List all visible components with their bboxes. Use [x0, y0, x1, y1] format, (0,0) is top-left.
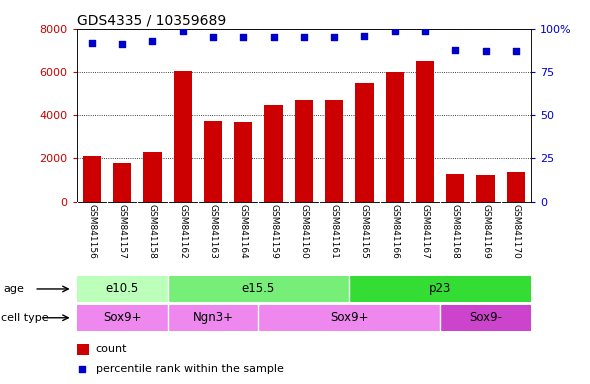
Text: GSM841156: GSM841156 [87, 204, 96, 258]
Point [360, 33, 369, 39]
Bar [77, 276, 168, 302]
Point [77, 366, 87, 372]
Text: GSM841157: GSM841157 [117, 204, 127, 258]
Point [238, 34, 248, 40]
Text: Sox9+: Sox9+ [103, 311, 142, 324]
Text: GSM841167: GSM841167 [421, 204, 430, 258]
Text: age: age [3, 284, 24, 294]
Point [178, 27, 188, 33]
Text: GSM841158: GSM841158 [148, 204, 157, 258]
Text: GSM841168: GSM841168 [451, 204, 460, 258]
Text: GSM841162: GSM841162 [178, 204, 187, 258]
Text: e10.5: e10.5 [106, 283, 139, 295]
Text: count: count [96, 344, 127, 354]
Point [148, 38, 157, 44]
Point [269, 34, 278, 40]
Point [117, 41, 127, 47]
Point [208, 34, 218, 40]
Text: GSM841164: GSM841164 [239, 204, 248, 258]
Bar [446, 174, 464, 202]
Text: GSM841169: GSM841169 [481, 204, 490, 258]
Bar [168, 305, 258, 331]
Text: GDS4335 / 10359689: GDS4335 / 10359689 [77, 14, 226, 28]
Point [451, 46, 460, 53]
Point [511, 48, 520, 54]
Text: GSM841163: GSM841163 [208, 204, 218, 258]
Text: cell type: cell type [1, 313, 48, 323]
Text: GSM841159: GSM841159 [269, 204, 278, 258]
Bar [173, 71, 192, 202]
Bar [143, 152, 162, 202]
Bar [168, 276, 349, 302]
Text: GSM841170: GSM841170 [512, 204, 520, 258]
Bar [234, 122, 253, 202]
Bar [204, 121, 222, 202]
Bar [83, 156, 101, 202]
Point [420, 27, 430, 33]
Bar [264, 106, 283, 202]
Text: GSM841165: GSM841165 [360, 204, 369, 258]
Text: Sox9+: Sox9+ [330, 311, 369, 324]
Bar [349, 276, 531, 302]
Point [299, 34, 309, 40]
Point [87, 40, 97, 46]
Text: GSM841166: GSM841166 [390, 204, 399, 258]
Text: GSM841160: GSM841160 [299, 204, 309, 258]
Bar [507, 172, 525, 202]
Bar [258, 305, 440, 331]
Bar [440, 305, 531, 331]
Bar [416, 61, 434, 202]
Bar [77, 305, 168, 331]
Text: Ngn3+: Ngn3+ [192, 311, 234, 324]
Text: Sox9-: Sox9- [469, 311, 502, 324]
Bar [295, 100, 313, 202]
Text: p23: p23 [429, 283, 451, 295]
Bar [355, 83, 373, 202]
Text: GSM841161: GSM841161 [330, 204, 339, 258]
Point [481, 48, 490, 54]
Bar [325, 100, 343, 202]
Bar [477, 175, 494, 202]
Bar [77, 344, 89, 355]
Text: percentile rank within the sample: percentile rank within the sample [96, 364, 284, 374]
Text: e15.5: e15.5 [242, 283, 275, 295]
Point [390, 27, 399, 33]
Bar [386, 72, 404, 202]
Point [329, 34, 339, 40]
Bar [113, 163, 131, 202]
